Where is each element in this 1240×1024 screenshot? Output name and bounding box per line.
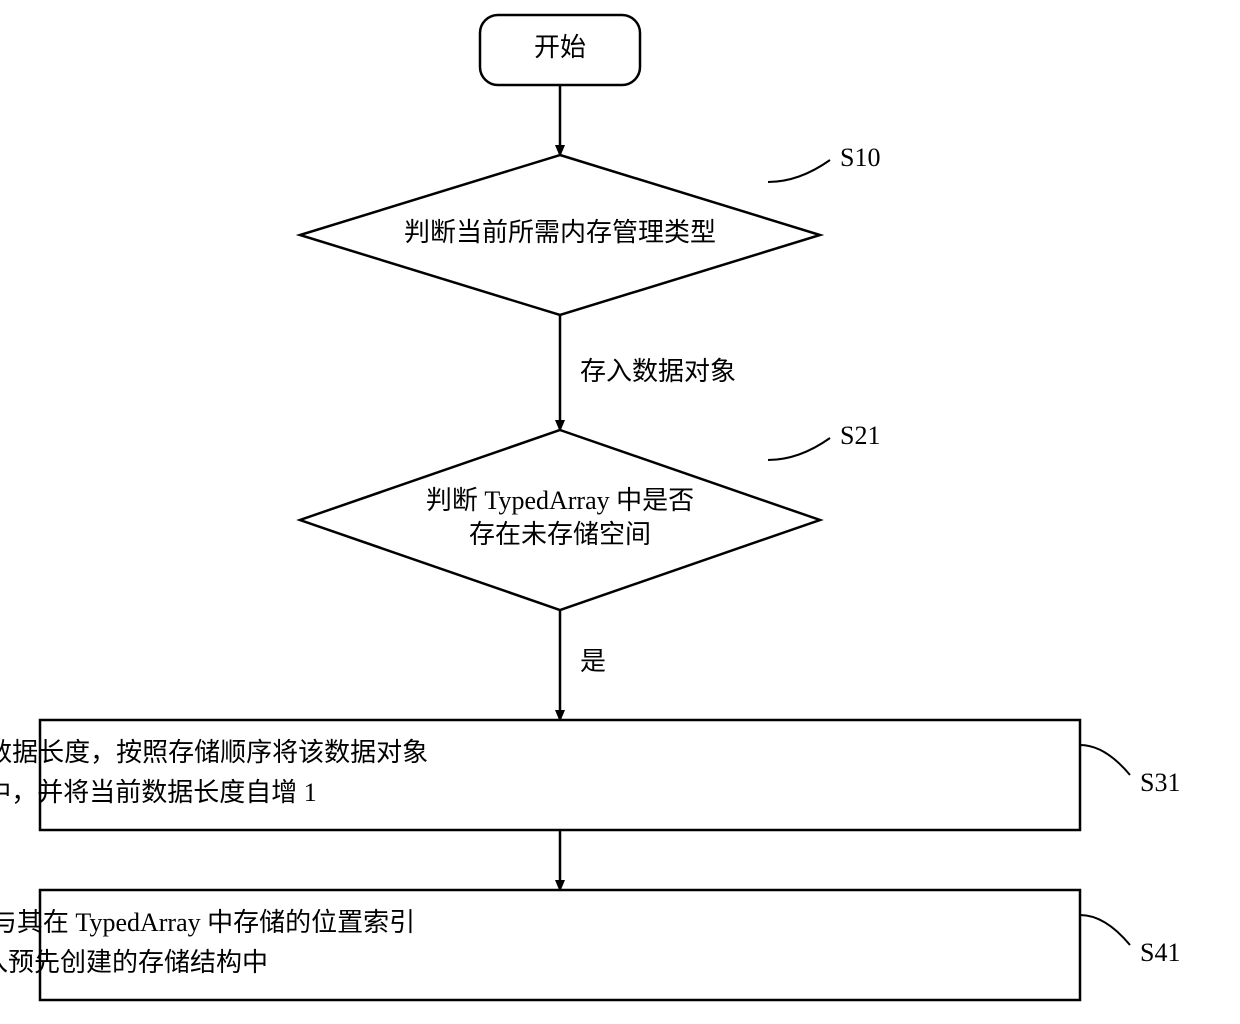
node-s21: 判断 TypedArray 中是否存在未存储空间 <box>300 430 820 610</box>
node-text-line: 存在未存储空间 <box>469 520 651 549</box>
node-s41: 将该数据对象的数据标识与其在 TypedArray 中存储的位置索引关联关系存入… <box>0 890 1080 1000</box>
node-start: 开始 <box>480 15 640 85</box>
leader-s10 <box>768 160 830 182</box>
step-label-s31: S31 <box>1140 768 1180 797</box>
leader-s21 <box>768 438 830 460</box>
node-s10: 判断当前所需内存管理类型 <box>300 155 820 315</box>
process-text-line: 根据 TypedArray 中的当前数据长度，按照存储顺序将该数据对象 <box>0 738 428 767</box>
process-text-line: 存入一存储单元中，并将当前数据长度自增 1 <box>0 778 317 807</box>
flowchart-canvas: 存入数据对象是 开始判断当前所需内存管理类型判断 TypedArray 中是否存… <box>0 0 1240 1024</box>
node-text-line: 判断 TypedArray 中是否 <box>426 486 694 515</box>
process-shape <box>40 720 1080 830</box>
process-text-line: 将该数据对象的数据标识与其在 TypedArray 中存储的位置索引 <box>0 908 415 937</box>
edge-label-2: 是 <box>580 647 606 676</box>
step-label-s21: S21 <box>840 421 880 450</box>
step-label-s41: S41 <box>1140 938 1180 967</box>
process-text-line: 关联关系存入预先创建的存储结构中 <box>0 948 268 977</box>
leader-s41 <box>1080 915 1130 945</box>
leader-s31 <box>1080 745 1130 775</box>
node-text-line: 判断当前所需内存管理类型 <box>404 218 716 247</box>
node-text-line: 开始 <box>534 33 586 62</box>
process-shape <box>40 890 1080 1000</box>
node-s31: 根据 TypedArray 中的当前数据长度，按照存储顺序将该数据对象存入一存储… <box>0 720 1080 830</box>
edge-label-1: 存入数据对象 <box>580 357 736 386</box>
step-label-s10: S10 <box>840 143 880 172</box>
